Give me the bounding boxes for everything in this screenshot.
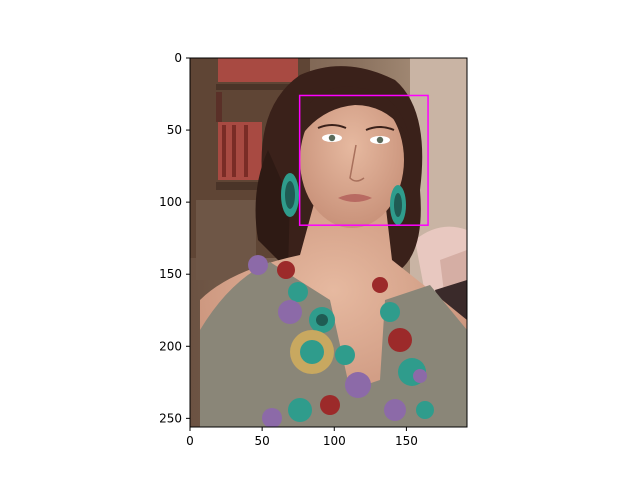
x-tick-label: 0 [186, 434, 194, 448]
x-tick-label: 50 [254, 434, 269, 448]
y-tick-label: 0 [174, 51, 182, 65]
y-tick-label: 50 [167, 123, 182, 137]
bounding-box [298, 94, 429, 226]
x-tick-label: 100 [323, 434, 346, 448]
y-tick-label: 200 [159, 339, 182, 353]
x-axis-ticks: 0 50 100 150 [186, 427, 418, 448]
axes-frame [189, 57, 468, 428]
x-tick-label: 150 [395, 434, 418, 448]
y-tick-label: 100 [159, 195, 182, 209]
y-axis-ticks: 0 50 100 150 200 250 [159, 51, 190, 425]
y-tick-label: 150 [159, 267, 182, 281]
y-tick-label: 250 [159, 411, 182, 425]
portrait-photo-icon [190, 58, 467, 427]
